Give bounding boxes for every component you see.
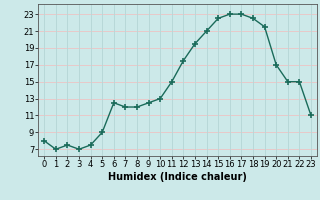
X-axis label: Humidex (Indice chaleur): Humidex (Indice chaleur) xyxy=(108,172,247,182)
